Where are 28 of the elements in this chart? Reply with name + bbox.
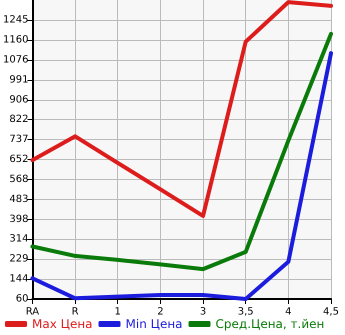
y-tick-label: 906	[9, 94, 28, 106]
x-tick-label: 4,5	[323, 306, 339, 318]
x-tick-label: R	[72, 306, 79, 318]
line-series	[30, 0, 333, 218]
y-tick-label: 144	[9, 274, 28, 285]
y-tick-label: 1245	[2, 14, 28, 26]
y-tick-label: 60	[16, 294, 28, 304]
y-tick-label: 991	[9, 74, 28, 86]
x-tick-label: 3,5	[238, 306, 254, 318]
y-tick-label: 1076	[2, 54, 28, 66]
y-tick-label: 652	[9, 154, 28, 166]
x-tick-label: 2	[157, 306, 164, 318]
y-tick-label: 314	[9, 234, 28, 245]
legend-label: Сред.Цена, т.йен	[216, 317, 324, 331]
y-tick-label: 568	[9, 174, 28, 185]
legend-label: Max Цена	[32, 317, 93, 331]
y-tick-label: 737	[9, 134, 28, 146]
x-tick-label: RA	[26, 306, 40, 318]
y-tick-label: 1160	[2, 34, 28, 46]
y-tick-label: 398	[9, 214, 28, 225]
x-tick-label: 3	[200, 306, 206, 318]
y-tick-label: 229	[9, 254, 28, 265]
line-series	[30, 32, 333, 272]
y-tick-label: 483	[9, 194, 28, 205]
x-tick-label: 1	[114, 306, 121, 318]
y-tick-label: 822	[9, 114, 28, 126]
x-tick-label: 4	[285, 306, 292, 318]
legend-label: Min Цена	[126, 317, 183, 331]
